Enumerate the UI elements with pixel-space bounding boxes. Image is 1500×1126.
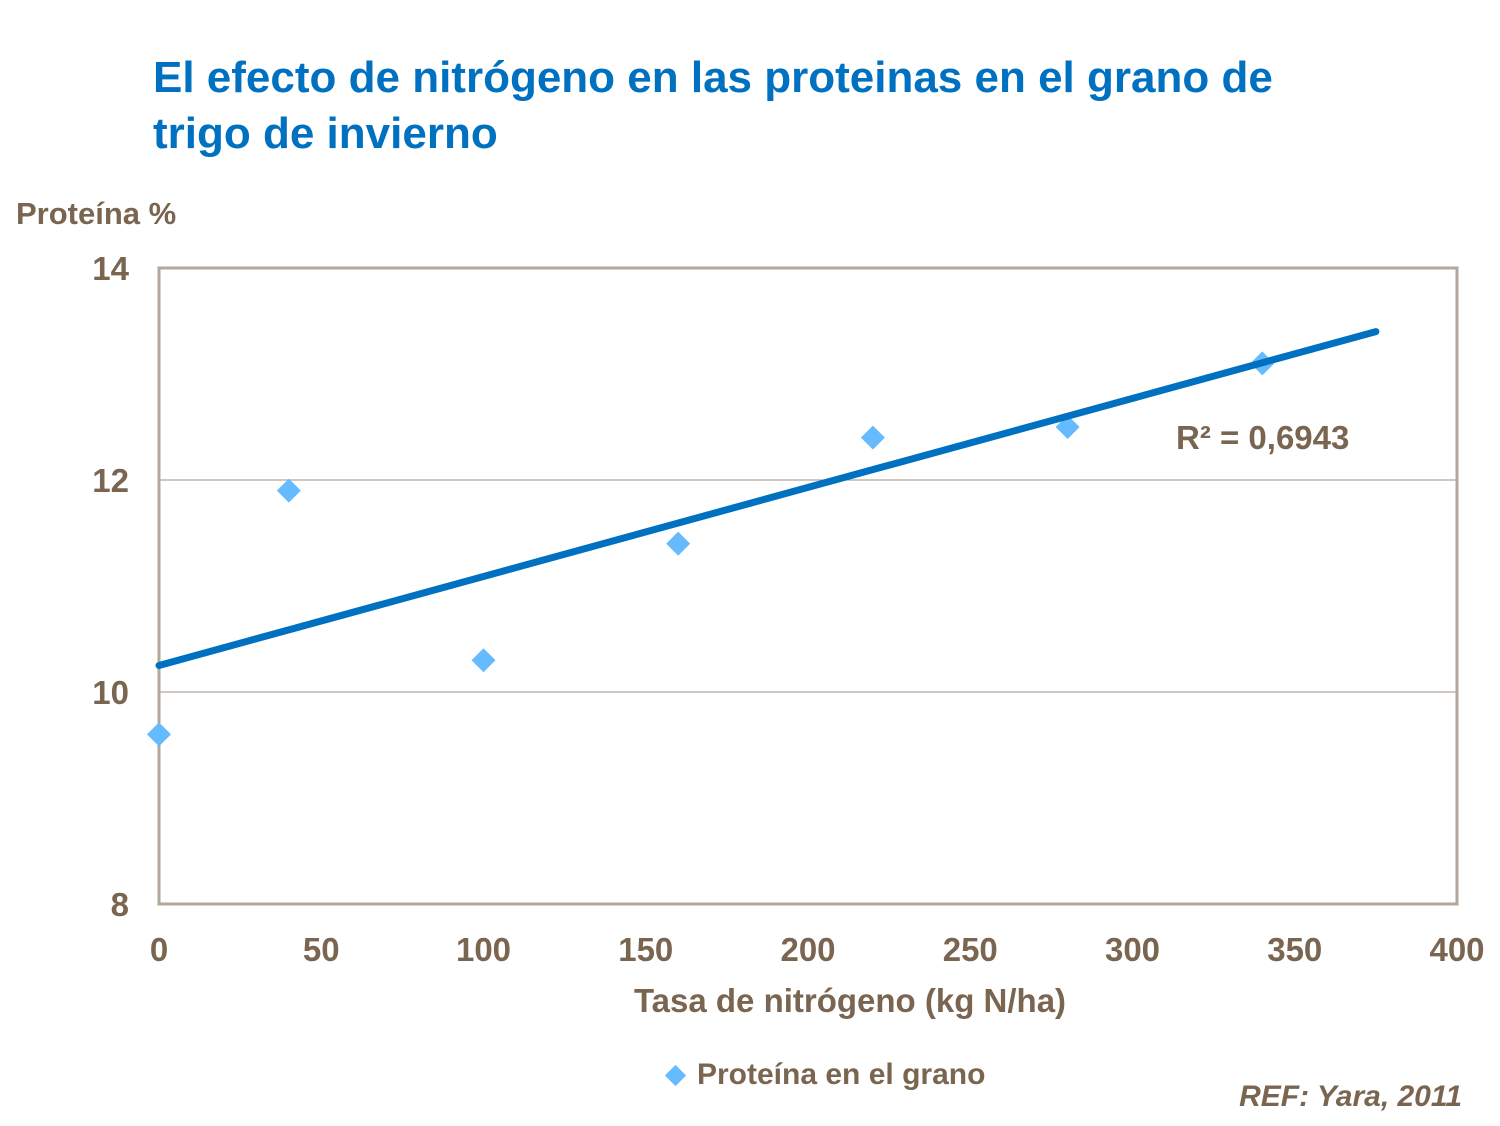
y-axis-label: Proteína % — [16, 196, 177, 231]
y-tick-label: 12 — [92, 462, 129, 499]
data-point — [860, 425, 885, 450]
legend-diamond-icon — [664, 1064, 687, 1086]
y-tick-label: 10 — [92, 674, 129, 711]
x-tick-label: 300 — [1105, 931, 1160, 968]
data-point — [471, 648, 496, 673]
chart-title: El efecto de nitrógeno en las proteinas … — [153, 53, 1273, 158]
r-squared-label: R² = 0,6943 — [1176, 419, 1349, 456]
y-tick-label: 8 — [111, 886, 129, 923]
x-tick-label: 100 — [456, 931, 511, 968]
x-tick-label: 250 — [943, 931, 998, 968]
legend: Proteína en el grano — [664, 1058, 986, 1092]
x-tick-label: 400 — [1429, 931, 1484, 968]
x-axis-label: Tasa de nitrógeno (kg N/ha) — [633, 982, 1067, 1019]
x-tick-label: 0 — [150, 931, 168, 968]
plot-area-border — [157, 266, 1459, 906]
legend-label: Proteína en el grano — [697, 1058, 986, 1091]
data-point — [666, 531, 691, 556]
x-tick-label: 150 — [618, 931, 673, 968]
data-point — [147, 722, 171, 747]
x-tick-label: 350 — [1267, 931, 1322, 968]
x-tick-label: 50 — [303, 931, 340, 968]
trendline — [155, 328, 1380, 669]
y-tick-label: 14 — [92, 250, 129, 287]
data-point — [276, 478, 301, 503]
reference-note: REF: Yara, 2011 — [1239, 1080, 1462, 1113]
x-tick-label: 200 — [780, 931, 835, 968]
